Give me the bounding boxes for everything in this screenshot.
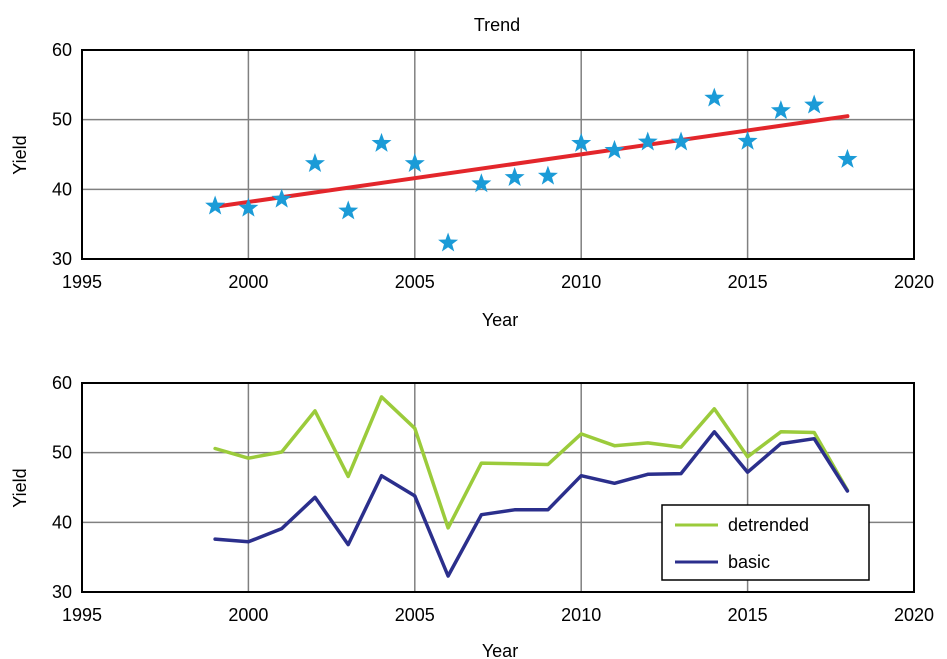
data-point-star xyxy=(238,197,259,217)
data-point-star xyxy=(804,94,825,114)
x-tick-label: 2020 xyxy=(894,605,934,625)
data-point-star xyxy=(637,131,658,151)
x-tick-label: 1995 xyxy=(62,605,102,625)
trend-line-group xyxy=(213,114,850,209)
x-tick-label: 2005 xyxy=(395,605,435,625)
y-tick-labels: 30 40 50 60 xyxy=(52,40,72,269)
y-tick-label: 60 xyxy=(52,40,72,60)
y-tick-label: 60 xyxy=(52,373,72,393)
x-tick-label: 1995 xyxy=(62,272,102,292)
y-axis-label: Yield xyxy=(10,135,30,174)
y-tick-label: 30 xyxy=(52,582,72,602)
data-point-star xyxy=(704,87,725,107)
legend-label-detrended: detrended xyxy=(728,515,809,535)
y-axis-label: Yield xyxy=(10,468,30,507)
y-tick-labels: 30 40 50 60 xyxy=(52,373,72,602)
data-point-star xyxy=(205,195,226,215)
x-tick-label: 2015 xyxy=(728,605,768,625)
y-tick-label: 50 xyxy=(52,443,72,463)
data-point-star xyxy=(737,130,758,150)
x-tick-label: 2015 xyxy=(728,272,768,292)
series-line-basic xyxy=(213,430,850,578)
x-tick-labels: 1995 2000 2005 2010 2015 2020 xyxy=(62,605,934,625)
series-line-detrended xyxy=(213,395,850,530)
data-point-star xyxy=(438,232,459,252)
data-point-star xyxy=(571,132,592,152)
x-tick-label: 2010 xyxy=(561,272,601,292)
x-tick-label: 2000 xyxy=(228,272,268,292)
plot-frame xyxy=(81,382,915,593)
trend-line xyxy=(213,114,850,209)
data-point-star xyxy=(837,148,858,168)
legend-label-basic: basic xyxy=(728,552,770,572)
data-point-star xyxy=(404,153,425,173)
x-tick-label: 2005 xyxy=(395,272,435,292)
y-tick-label: 30 xyxy=(52,249,72,269)
grid xyxy=(82,50,914,259)
y-tick-label: 40 xyxy=(52,179,72,199)
y-tick-label: 40 xyxy=(52,512,72,532)
data-point-star xyxy=(304,153,325,173)
x-tick-label: 2020 xyxy=(894,272,934,292)
y-tick-label: 50 xyxy=(52,110,72,130)
data-point-star xyxy=(604,139,625,159)
data-point-star xyxy=(271,188,292,208)
x-tick-label: 2010 xyxy=(561,605,601,625)
chart-title: Trend xyxy=(474,15,520,35)
plot-frame xyxy=(81,49,915,260)
trend-chart: Trend 1995 2000 2005 2010 2015 2020 30405060 … xyxy=(10,15,934,330)
series-lines xyxy=(213,395,850,578)
comparison-chart: 1995 2000 2005 2010 2015 2020 30 40 50 60 Year Y… xyxy=(10,373,934,659)
data-point-star xyxy=(537,165,558,185)
data-point-star xyxy=(770,100,791,120)
data-point-star xyxy=(504,166,525,186)
x-axis-label: Year xyxy=(482,310,518,330)
legend-box xyxy=(661,504,870,581)
x-axis-label: Year xyxy=(482,641,518,659)
data-point-star xyxy=(371,132,392,152)
data-points xyxy=(205,87,858,252)
x-tick-labels: 1995 2000 2005 2010 2015 2020 xyxy=(62,272,934,292)
data-point-star xyxy=(338,200,359,220)
data-point-star xyxy=(471,173,492,193)
legend: detrended basic xyxy=(661,504,870,581)
data-point-star xyxy=(671,131,692,151)
x-tick-label: 2000 xyxy=(228,605,268,625)
